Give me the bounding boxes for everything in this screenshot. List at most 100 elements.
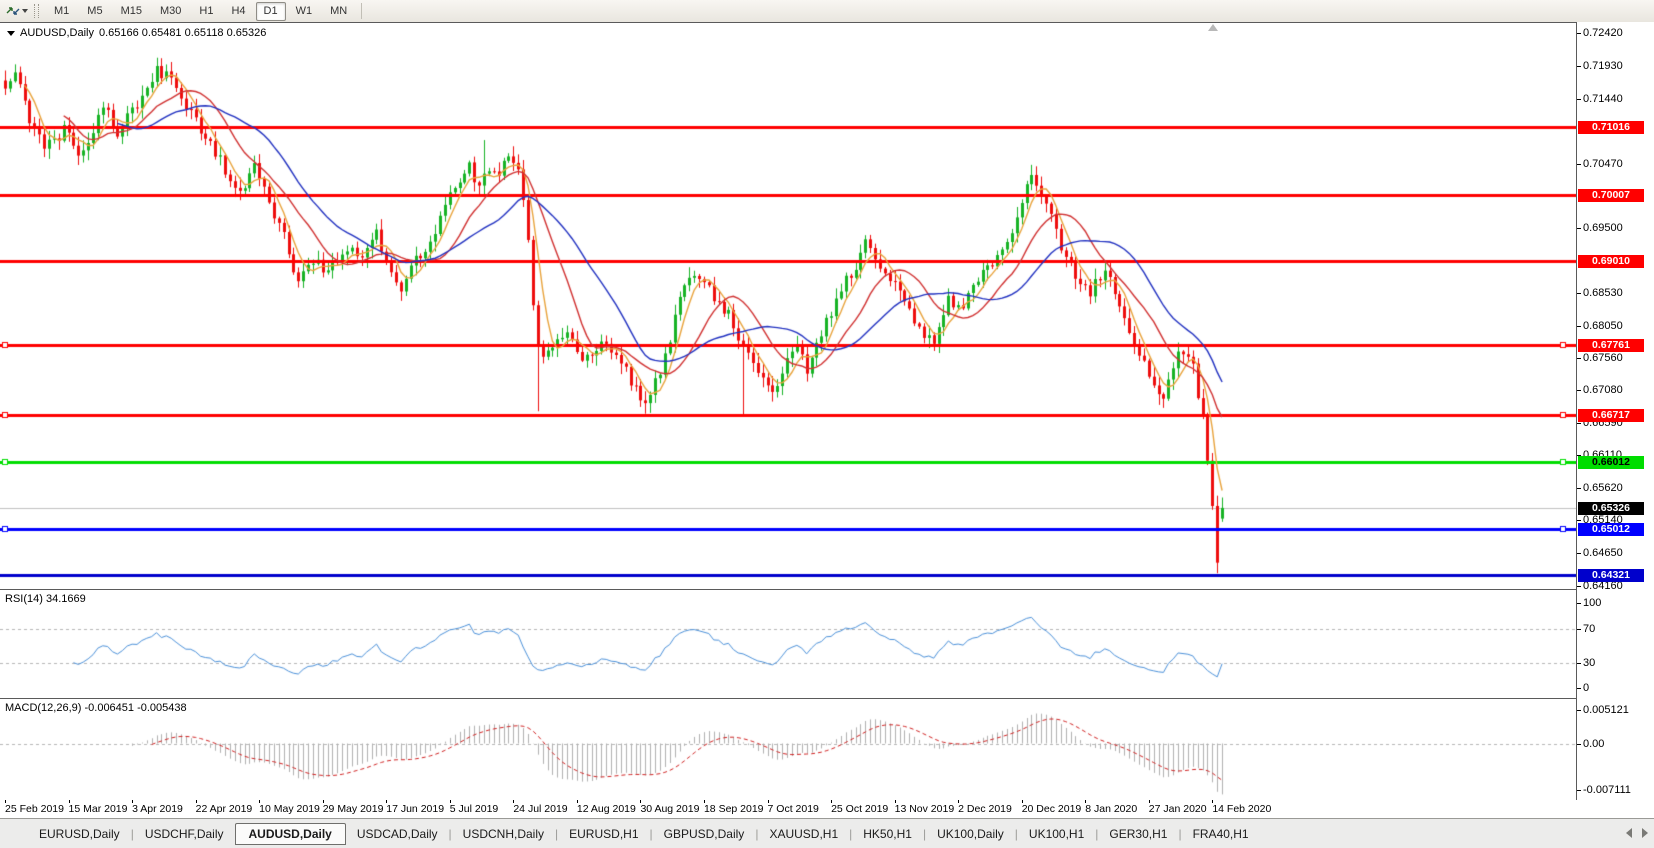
chart-tabs: EURUSD,Daily | USDCHF,Daily AUDUSD,Daily USD… — [28, 822, 1260, 845]
chart-tab-fra40-h1[interactable]: FRA40,H1 — [1192, 826, 1249, 841]
price-axis-border — [1576, 22, 1577, 800]
date-tick-label: 8 Jan 2020 — [1085, 800, 1138, 815]
price-tick-label: 0.64650 — [1577, 547, 1623, 560]
price-tick-label: 0.72420 — [1577, 26, 1623, 39]
toolbar-separator — [361, 3, 363, 19]
chart-objects-dropdown-button[interactable] — [4, 2, 30, 20]
toolbar-grip[interactable] — [34, 4, 39, 18]
date-tick-label: 10 May 2019 — [259, 800, 320, 815]
date-tick-label: 5 Jul 2019 — [449, 800, 499, 815]
chart-tab-usdchf-daily[interactable]: USDCHF,Daily — [144, 826, 224, 841]
level-price-label: 0.66012 — [1578, 455, 1644, 469]
date-tick-label: 14 Feb 2020 — [1212, 800, 1272, 815]
tab-separator: | — [755, 826, 759, 841]
chart-tab-eurusd-daily[interactable]: EURUSD,Daily — [39, 826, 120, 841]
macd-indicator-canvas[interactable] — [0, 699, 1576, 800]
macd-tick-label: -0.007111 — [1577, 784, 1631, 796]
level-price-label: 0.64321 — [1578, 569, 1644, 583]
time-axis[interactable]: 25 Feb 2019 15 Mar 2019 3 Apr 2019 22 Apr 2… — [0, 800, 1654, 818]
tab-separator: | — [922, 826, 927, 841]
date-tick-label: 25 Oct 2019 — [831, 800, 889, 815]
tab-separator: | — [448, 826, 452, 841]
rsi-tick-label: 0 — [1576, 682, 1590, 694]
chart-window-top-border — [0, 22, 1654, 23]
chart-tab-usdcad-daily[interactable]: USDCAD,Daily — [356, 826, 438, 841]
price-chart-canvas[interactable] — [0, 23, 1576, 590]
chart-ohlc-header[interactable]: AUDUSD,Daily 0.65166 0.65481 0.65118 0.6… — [7, 27, 266, 39]
chart-shift-marker[interactable] — [1208, 24, 1218, 31]
date-tick-label: 15 Mar 2019 — [68, 800, 128, 815]
timeframe-button-mn[interactable]: MN — [330, 4, 348, 17]
chart-tab-uk100-h1[interactable]: UK100,H1 — [1028, 826, 1085, 841]
timeframe-button-m1[interactable]: M1 — [54, 4, 70, 17]
tab-separator: | — [130, 826, 134, 841]
tab-separator: | — [849, 826, 853, 841]
rsi-macd-divider[interactable] — [0, 698, 1654, 699]
level-price-label: 0.70007 — [1578, 188, 1644, 202]
date-tick-label: 13 Nov 2019 — [894, 800, 955, 815]
date-tick-label: 24 Jul 2019 — [513, 800, 568, 815]
price-tick-label: 0.64160 — [1577, 579, 1623, 592]
chart-symbol-period: AUDUSD,Daily — [20, 27, 94, 39]
timeframe-button-h4[interactable]: H4 — [231, 4, 246, 17]
macd-panel-label: MACD(12,26,9) -0.006451 -0.005438 — [5, 702, 187, 714]
price-tick-label: 0.71440 — [1577, 92, 1623, 105]
date-tick-label: 17 Jun 2019 — [386, 800, 445, 815]
rsi-panel-label: RSI(14) 34.1669 — [5, 593, 86, 605]
rsi-tick-label: 100 — [1576, 597, 1602, 609]
macd-label: MACD(12,26,9) — [5, 702, 82, 714]
tab-scroll-controls — [1626, 828, 1648, 838]
chart-tab-audusd-daily[interactable]: AUDUSD,Daily — [234, 822, 346, 845]
macd-tick-label: 0.005121 — [1577, 704, 1629, 716]
macd-tick-label: 0.00 — [1576, 737, 1605, 750]
level-price-label: 0.65012 — [1578, 522, 1644, 536]
timeframe-button-m15[interactable]: M15 — [120, 4, 142, 17]
timeframe-toolbar: M1 M5 M15 M30 H1 H4 D1 W1 MN — [0, 0, 1654, 23]
main-rsi-divider[interactable] — [0, 589, 1654, 590]
date-tick-label: 3 Apr 2019 — [132, 800, 183, 815]
symbol-caret-icon — [7, 30, 15, 36]
chart-tab-uk100-daily[interactable]: UK100,Daily — [937, 826, 1004, 841]
chart-tab-usdcnh-daily[interactable]: USDCNH,Daily — [462, 826, 545, 841]
date-tick-label: 29 May 2019 — [322, 800, 384, 815]
tab-separator: | — [1014, 826, 1018, 841]
date-tick-label: 12 Aug 2019 — [576, 800, 636, 815]
current-price-label: 0.65326 — [1578, 501, 1644, 515]
tab-separator: | — [555, 826, 559, 841]
date-tick-label: 25 Feb 2019 — [5, 800, 64, 815]
timeframe-button-m30[interactable]: M30 — [159, 4, 182, 17]
price-tick-label: 0.67560 — [1577, 352, 1623, 365]
rsi-indicator-canvas[interactable] — [0, 590, 1576, 698]
date-tick-label: 22 Apr 2019 — [195, 800, 253, 815]
price-axis[interactable]: 0.72420 0.71930 0.71440 0.70470 0.69500 0.685… — [1576, 22, 1654, 800]
tab-scroll-left-icon[interactable] — [1626, 828, 1632, 838]
chart-tab-gbpusd-daily[interactable]: GBPUSD,Daily — [663, 826, 745, 841]
date-tick-label: 20 Dec 2019 — [1021, 800, 1082, 815]
timeframe-button-h1[interactable]: H1 — [199, 4, 214, 17]
level-price-label: 0.67761 — [1578, 338, 1644, 352]
price-tick-label: 0.67080 — [1577, 384, 1623, 397]
price-tick-label: 0.68050 — [1577, 319, 1623, 332]
date-tick-label: 18 Sep 2019 — [703, 800, 764, 815]
timeframe-button-m5[interactable]: M5 — [87, 4, 103, 17]
date-tick-label: 27 Jan 2020 — [1148, 800, 1207, 815]
price-tick-label: 0.70470 — [1577, 157, 1623, 170]
date-tick-label: 30 Aug 2019 — [640, 800, 700, 815]
timeframe-button-w1[interactable]: W1 — [295, 4, 313, 17]
chart-tab-xauusd-h1[interactable]: XAUUSD,H1 — [769, 826, 839, 841]
rsi-tick-label: 70 — [1576, 622, 1596, 635]
date-tick-label: 2 Dec 2019 — [958, 800, 1012, 815]
level-price-label: 0.66717 — [1578, 408, 1644, 422]
chart-tab-ger30-h1[interactable]: GER30,H1 — [1109, 826, 1168, 841]
level-price-label: 0.69010 — [1578, 255, 1644, 269]
timeframe-button-d1[interactable]: D1 — [255, 1, 286, 21]
tab-scroll-right-icon[interactable] — [1642, 828, 1648, 838]
price-tick-label: 0.68530 — [1577, 287, 1623, 300]
chart-tab-bar: EURUSD,Daily | USDCHF,Daily AUDUSD,Daily USD… — [0, 818, 1654, 848]
chart-tab-hk50-h1[interactable]: HK50,H1 — [863, 826, 912, 841]
chart-tab-eurusd-h1[interactable]: EURUSD,H1 — [569, 826, 639, 841]
arrows-icon — [6, 7, 20, 15]
tab-separator: | — [649, 826, 653, 841]
timeframe-buttons: M1 M5 M15 M30 H1 H4 D1 W1 MN — [45, 1, 356, 21]
